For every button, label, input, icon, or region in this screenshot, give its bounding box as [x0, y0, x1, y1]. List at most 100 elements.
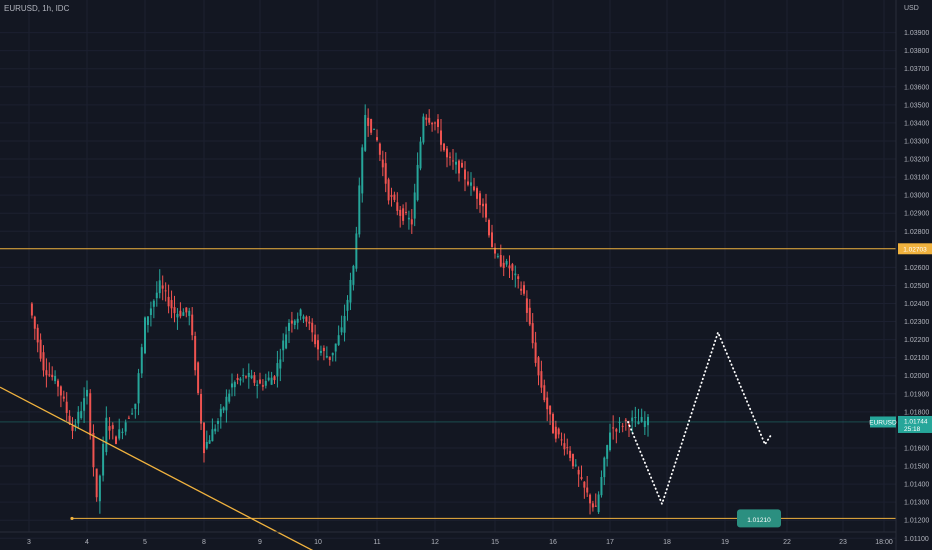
candle-body [92, 433, 95, 468]
candle-body [80, 411, 83, 419]
candle-body [496, 256, 499, 258]
candle-body [612, 427, 615, 429]
candle-body [273, 376, 276, 381]
candle-body [563, 443, 566, 450]
price-axis[interactable]: 1.03900 1.03800 1.03700 1.03600 1.03500 1.034… [869, 30, 932, 550]
candle-body [440, 130, 442, 145]
candle-body [571, 453, 574, 467]
price-tick-label: 1.03800 [904, 48, 929, 55]
candle-body [390, 195, 393, 197]
candle-body [222, 407, 225, 411]
candle-body [446, 148, 448, 158]
candle-body [373, 128, 376, 130]
projection-path[interactable] [627, 329, 773, 507]
time-axis[interactable]: 3 4 5 8 9 10 11 12 15 16 17 18 19 22 23 18:00 [27, 539, 893, 546]
candle-body [131, 413, 134, 415]
candle-body [482, 203, 484, 207]
candle-body [285, 334, 288, 349]
candle-body [531, 323, 534, 344]
candle-body [603, 457, 606, 478]
time-tick-label: 11 [373, 539, 380, 546]
price-tick-label: 1.02800 [904, 229, 929, 236]
candle-body [137, 373, 140, 404]
last-price-label: 1.01744 [904, 418, 928, 425]
candle-body [434, 122, 436, 124]
candle-body [647, 416, 649, 426]
candle-body [467, 181, 469, 185]
candle-body [405, 211, 407, 213]
candle-body [188, 310, 191, 316]
candle-body [111, 425, 114, 429]
price-tick-label: 1.02600 [904, 265, 929, 272]
candle-body [364, 114, 367, 151]
candle-body [95, 468, 98, 498]
time-tick-label: 19 [721, 539, 729, 546]
trendline[interactable] [0, 386, 337, 550]
candle-body [194, 336, 197, 371]
candle-body [637, 421, 640, 425]
time-tick-label: 3 [27, 539, 31, 546]
candle-body [337, 335, 340, 345]
candles [30, 104, 649, 515]
candle-body [346, 299, 349, 311]
candle-body [643, 420, 646, 427]
candle-body [537, 357, 540, 376]
candle-body [161, 285, 164, 289]
candle-body [261, 385, 264, 387]
support-anchor [70, 516, 74, 521]
price-tick-label: 1.02900 [904, 211, 929, 218]
candle-body [305, 316, 308, 322]
candle-body [367, 117, 370, 126]
price-tick-label: 1.01500 [904, 464, 929, 471]
candle-body [68, 415, 71, 424]
candle-body [65, 401, 68, 413]
candle-body [452, 160, 454, 162]
candle-body [59, 386, 62, 396]
candle-body [470, 182, 472, 186]
price-tick-label: 1.02400 [904, 301, 929, 308]
candle-body [314, 334, 317, 345]
candle-body [520, 288, 523, 291]
candle-body [546, 397, 549, 410]
candle-body [449, 156, 451, 158]
price-tick-label: 1.03200 [904, 157, 929, 164]
candle-body [182, 312, 185, 316]
price-tick-label: 1.01900 [904, 391, 929, 398]
price-tick-label: 1.01100 [904, 536, 929, 543]
candle-body [557, 428, 560, 435]
time-tick-label: 17 [606, 539, 614, 546]
candle-body [554, 426, 557, 439]
candle-body [245, 376, 247, 378]
candle-body [293, 320, 296, 326]
candle-body [589, 494, 592, 504]
time-tick-label: 23 [839, 539, 847, 546]
candle-body [325, 355, 328, 358]
candle-body [485, 203, 487, 218]
candle-body [267, 377, 270, 381]
price-tick-label: 1.03900 [904, 30, 929, 37]
time-tick-label: 22 [783, 539, 791, 546]
candle-body [48, 374, 51, 376]
candle-body [464, 169, 466, 180]
candle-body [173, 307, 176, 314]
time-tick-label: 16 [549, 539, 557, 546]
countdown-label: 25:18 [904, 426, 921, 433]
candle-body [118, 429, 121, 439]
price-tick-label: 1.02000 [904, 373, 929, 380]
candle-body [606, 445, 609, 459]
candle-body [514, 273, 517, 276]
candle-body [219, 408, 222, 417]
candle-body [552, 413, 554, 434]
candle-body [167, 296, 170, 307]
currency-label: USD [904, 5, 919, 12]
candle-body [410, 219, 413, 225]
price-tick-label: 1.02100 [904, 355, 929, 362]
candle-body [340, 327, 343, 333]
candle-body [473, 186, 475, 191]
candle-body [396, 202, 399, 211]
candle-body [259, 379, 261, 384]
symbol-badge-box [870, 416, 896, 428]
candle-body [290, 320, 293, 324]
candle-body [89, 393, 92, 436]
